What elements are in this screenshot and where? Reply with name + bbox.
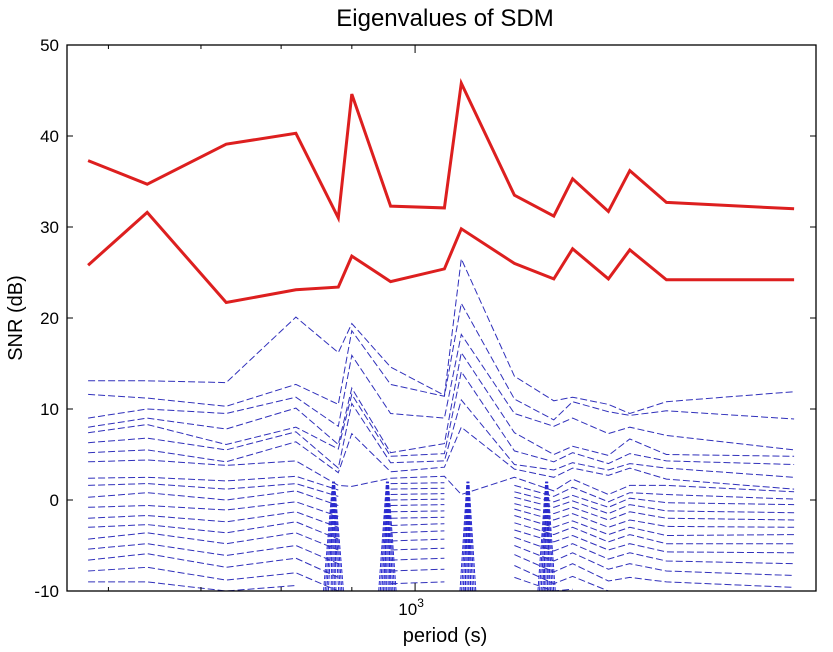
series-line-22 bbox=[88, 557, 795, 591]
series-line-11 bbox=[88, 475, 795, 503]
series-line-21 bbox=[88, 547, 795, 591]
spike-line bbox=[537, 481, 547, 591]
series-line-20 bbox=[88, 538, 795, 591]
series-line-15 bbox=[88, 504, 795, 528]
series-line-14 bbox=[88, 498, 795, 521]
series-line-6 bbox=[88, 351, 795, 457]
spike-line bbox=[387, 481, 395, 591]
spike-line bbox=[385, 481, 392, 591]
series-line-2 bbox=[87, 210, 795, 305]
series-line-16 bbox=[88, 510, 795, 540]
plot-area bbox=[87, 77, 795, 591]
y-tick-label: 10 bbox=[40, 400, 59, 419]
spike-line bbox=[330, 481, 334, 591]
spike-line bbox=[384, 481, 387, 591]
spike-line bbox=[466, 481, 472, 591]
y-tick-label: 50 bbox=[40, 36, 59, 55]
series-line-10 bbox=[88, 459, 795, 496]
spike-line bbox=[468, 481, 477, 591]
spike-line bbox=[332, 481, 340, 591]
series-line-12 bbox=[88, 483, 795, 508]
spike-line bbox=[465, 481, 468, 591]
y-tick-label: 20 bbox=[40, 309, 59, 328]
series-line-7 bbox=[88, 370, 795, 465]
spike-line bbox=[467, 481, 474, 591]
spike-line bbox=[459, 481, 468, 591]
y-tick-label: 40 bbox=[40, 127, 59, 146]
x-axis-label: period (s) bbox=[403, 625, 487, 647]
y-tick-label: 30 bbox=[40, 218, 59, 237]
series-line-18 bbox=[88, 523, 795, 565]
spike-line bbox=[323, 481, 334, 591]
series-line-5 bbox=[88, 333, 795, 451]
series-line-8 bbox=[88, 398, 795, 478]
x-tick-label: 103 bbox=[398, 596, 424, 619]
spike-line bbox=[386, 481, 394, 591]
chart-title: Eigenvalues of SDM bbox=[336, 5, 553, 32]
spike-line bbox=[333, 481, 343, 591]
series-line-13 bbox=[88, 490, 795, 515]
axis-ticks: -10 0 10 20 30 40 50 103 bbox=[34, 36, 816, 619]
spike-line bbox=[387, 481, 397, 591]
spike-line bbox=[467, 481, 475, 591]
series-line-1 bbox=[87, 77, 795, 224]
series-line-3 bbox=[88, 257, 795, 415]
series-line-19 bbox=[88, 530, 795, 578]
series-line-23 bbox=[390, 568, 573, 591]
series-line-4 bbox=[88, 301, 795, 421]
spike-line bbox=[378, 481, 387, 591]
spike-line bbox=[332, 481, 341, 591]
spike-line bbox=[334, 481, 344, 591]
y-axis-label: SNR (dB) bbox=[5, 275, 27, 361]
series-line-9 bbox=[88, 426, 795, 490]
y-tick-label: 0 bbox=[50, 491, 59, 510]
series-line-17 bbox=[88, 516, 795, 551]
spike-line bbox=[547, 481, 556, 591]
y-tick-label: -10 bbox=[34, 582, 59, 601]
